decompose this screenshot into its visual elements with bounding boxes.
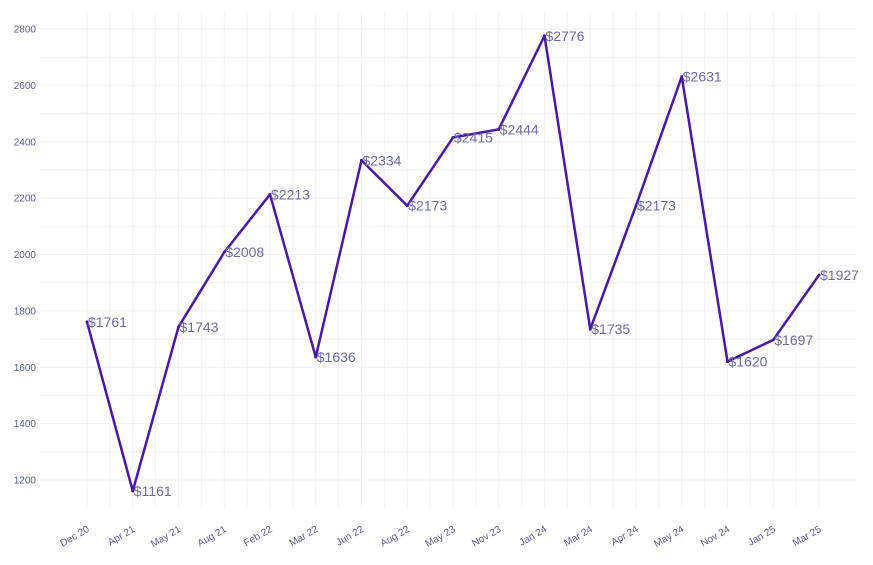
data-label: $2444 — [500, 121, 539, 137]
x-tick-label: Apr 21 — [106, 524, 137, 548]
data-label: $2213 — [271, 186, 310, 202]
data-label: $2776 — [546, 28, 585, 44]
data-point — [543, 34, 546, 38]
series-layer — [85, 34, 821, 493]
data-point — [726, 360, 729, 364]
x-tick-label: Feb 22 — [242, 524, 275, 549]
data-label: $2334 — [363, 152, 402, 168]
data-label: $1620 — [729, 354, 768, 370]
data-point — [85, 320, 89, 324]
data-label: $2415 — [454, 130, 493, 146]
y-tick-label: 1400 — [14, 419, 37, 430]
data-point — [360, 158, 363, 162]
data-point — [634, 204, 638, 208]
data-point — [497, 127, 501, 131]
data-point — [451, 136, 455, 140]
x-tick-label: Jun 22 — [334, 524, 366, 549]
data-label: $2631 — [683, 69, 722, 85]
data-point — [131, 489, 135, 493]
x-tick-label: Mar 22 — [288, 524, 321, 549]
y-tick-label: 2400 — [14, 137, 37, 148]
y-tick-label: 2200 — [14, 194, 37, 205]
x-tick-label: Mar 24 — [562, 524, 595, 549]
data-label: $1697 — [774, 332, 813, 348]
data-labels: $1761 $1161 $1743 $2008 $2213 $1636 $2334 $2173… — [88, 28, 859, 499]
data-point — [268, 192, 272, 196]
x-tick-label: Jan 25 — [746, 524, 778, 549]
data-point — [588, 327, 592, 331]
data-point — [680, 75, 684, 79]
data-label: $1161 — [134, 483, 172, 499]
x-tick-label: Aug 21 — [196, 524, 229, 550]
x-tick-label: Jan 24 — [517, 524, 549, 549]
data-point — [222, 250, 226, 254]
y-tick-label: 2600 — [14, 81, 37, 92]
x-tick-label: May 23 — [424, 524, 458, 550]
y-tick-label: 2800 — [14, 25, 37, 36]
data-label: $2008 — [225, 244, 264, 260]
x-tick-label: Aug 22 — [379, 524, 412, 550]
data-label: $1636 — [317, 349, 356, 365]
x-tick-label: Mar 25 — [791, 524, 824, 549]
data-label: $2173 — [408, 198, 447, 214]
data-label: $2173 — [637, 198, 676, 214]
x-tick-label: Nov 24 — [699, 524, 732, 550]
data-label: $1927 — [820, 267, 859, 283]
x-tick-label: May 24 — [652, 524, 686, 550]
data-point — [314, 355, 318, 359]
data-label: $1743 — [180, 319, 219, 335]
y-tick-label: 1200 — [14, 476, 37, 487]
data-label: $1735 — [591, 321, 630, 337]
data-point — [771, 338, 775, 342]
x-tick-label: May 21 — [149, 524, 183, 550]
y-tick-label: 1600 — [14, 363, 37, 374]
x-tick-label: Nov 23 — [470, 524, 503, 550]
data-label: $1761 — [88, 314, 127, 330]
grid-layer — [40, 12, 857, 508]
data-point — [177, 325, 180, 329]
x-tick-label: Dec 20 — [59, 524, 92, 550]
x-tick-label: Apr 24 — [609, 524, 640, 548]
data-point — [405, 204, 409, 208]
y-tick-label: 2000 — [14, 250, 37, 261]
y-axis-ticks: 1200 1400 1600 1800 2000 2200 2400 2600 2800 — [14, 25, 37, 487]
data-point — [817, 273, 821, 277]
x-axis-ticks: Dec 20 Apr 21 May 21 Aug 21 Feb 22 Mar 22 Jun … — [59, 524, 824, 550]
y-tick-label: 1800 — [14, 306, 37, 317]
